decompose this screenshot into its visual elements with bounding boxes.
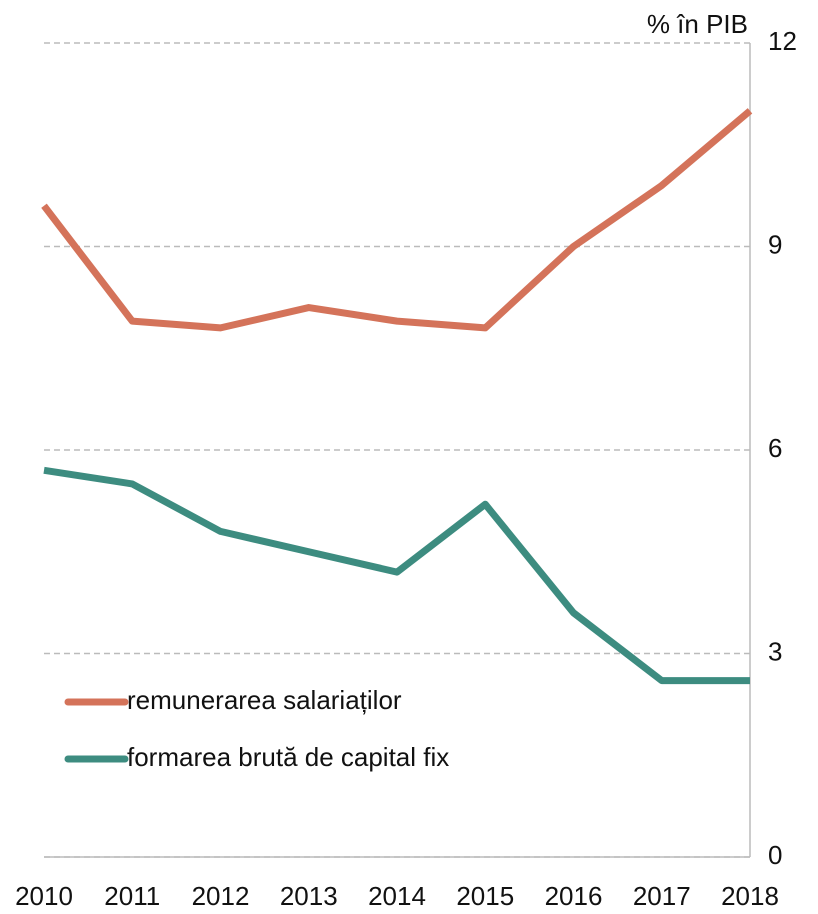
line-series — [41, 108, 753, 332]
y-tick-label: 6 — [768, 433, 782, 463]
y-axis-label: % în PIB — [647, 9, 748, 39]
x-tick-label: 2010 — [15, 881, 73, 911]
legend-label: formarea brută de capital fix — [127, 742, 449, 772]
line-series — [43, 466, 750, 685]
x-tick-label: 2011 — [104, 881, 160, 911]
x-tick-label: 2018 — [721, 881, 779, 911]
x-tick-label: 2012 — [192, 881, 250, 911]
y-tick-label: 3 — [768, 636, 782, 666]
y-tick-label: 0 — [768, 840, 782, 870]
y-tick-label: 9 — [768, 229, 782, 259]
legend-label: remunerarea salariaților — [127, 685, 402, 715]
x-tick-label: 2015 — [456, 881, 514, 911]
x-tick-label: 2016 — [545, 881, 603, 911]
x-tick-label: 2013 — [280, 881, 338, 911]
x-tick-label: 2017 — [633, 881, 691, 911]
x-tick-label: 2014 — [368, 881, 426, 911]
y-tick-label: 12 — [768, 26, 797, 56]
